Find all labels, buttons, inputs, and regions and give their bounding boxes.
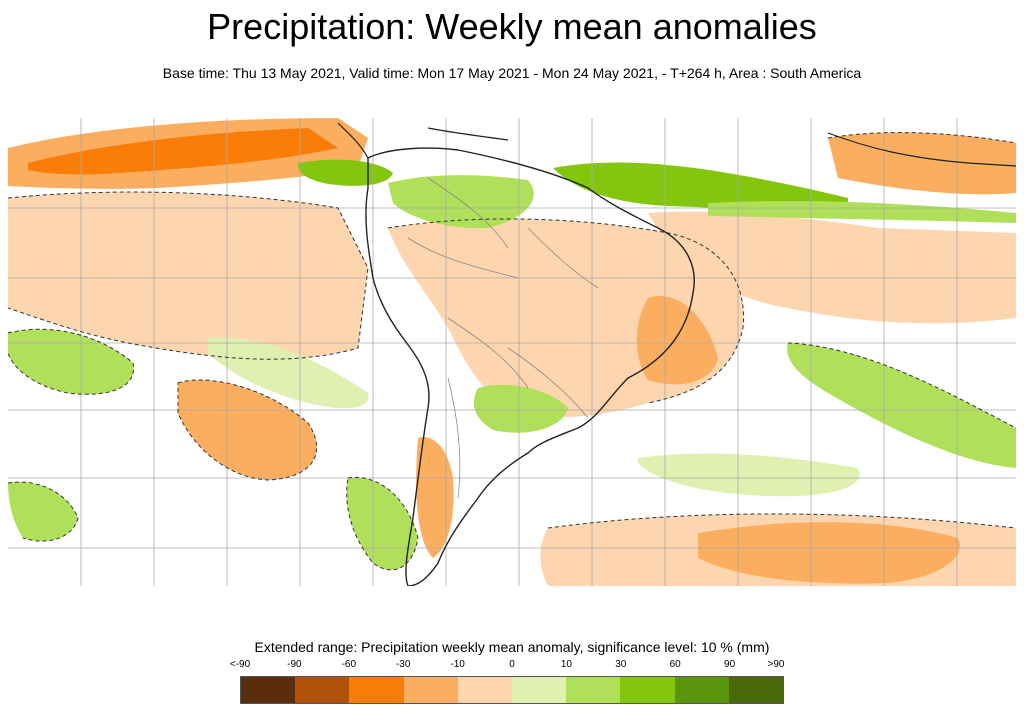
dry-area-pacific-wide: [8, 192, 368, 360]
legend-swatch: [241, 677, 296, 703]
wet-area-caribbean: [297, 159, 393, 186]
legend-swatch: [620, 677, 675, 703]
wet-area-patagonia: [346, 477, 418, 570]
map-title: Precipitation: Weekly mean anomalies: [207, 6, 817, 47]
graticule: [8, 118, 1016, 586]
legend-tick: -90: [287, 659, 302, 670]
wet-area-atlantic-band: [787, 343, 1016, 468]
legend-swatch: [728, 677, 784, 703]
wet-area-guiana: [553, 162, 848, 213]
map-canvas: [8, 118, 1016, 586]
dry-area-south-pacific: [178, 379, 317, 480]
legend-swatch: [403, 677, 458, 703]
legend-tick: 30: [615, 659, 627, 670]
legend-swatch: [295, 677, 350, 703]
legend-tick: 0: [509, 659, 515, 670]
wet-area-pacific-west: [8, 329, 134, 395]
legend-title: Extended range: Precipitation weekly mea…: [254, 639, 770, 655]
map-subtitle: Base time: Thu 13 May 2021, Valid time: …: [162, 65, 862, 81]
legend-swatch: [349, 677, 404, 703]
country-borders: [407, 177, 599, 499]
legend-swatch: [566, 677, 621, 703]
dry-core-south-atlantic: [698, 522, 960, 584]
legend-ticks: <-90 -90 -60 -30 -10 0 10 30 60 90 >90: [230, 659, 785, 673]
wet-area-equatorial-atlantic: [708, 201, 1016, 223]
legend-tick: 90: [724, 659, 736, 670]
wet-anomaly-areas: [8, 159, 1016, 570]
legend-swatch: [457, 677, 513, 703]
legend-tick: 60: [669, 659, 681, 670]
wet-area-colombia: [388, 175, 534, 229]
legend-tick: >90: [767, 659, 785, 670]
legend-color-bar: [240, 676, 784, 704]
dry-area-atlantic-north: [648, 211, 1016, 324]
wet-area-south-atlantic-mid: [638, 453, 860, 497]
wet-area-sw-pacific: [8, 482, 78, 542]
legend-tick: <-90: [229, 659, 251, 670]
dry-core-brazil-east: [636, 296, 718, 385]
wet-area-paraguay: [473, 384, 568, 433]
significance-contours: [8, 132, 1016, 571]
legend-tick: -30: [395, 659, 411, 670]
legend-tick: -10: [450, 659, 465, 670]
legend-swatch: [512, 677, 567, 703]
dry-area-andes-south: [416, 437, 454, 558]
dry-core-atlantic-ne: [828, 132, 1016, 195]
legend-tick: -60: [341, 659, 357, 670]
south-america-coastline: [365, 147, 695, 586]
dry-core-north-pacific: [28, 128, 338, 175]
anomaly-map: [8, 118, 1016, 586]
legend-swatch: [674, 677, 729, 703]
wet-area-pacific-mid: [208, 337, 369, 409]
central-america-coastline: [337, 122, 1016, 167]
legend-tick: 10: [560, 659, 572, 670]
